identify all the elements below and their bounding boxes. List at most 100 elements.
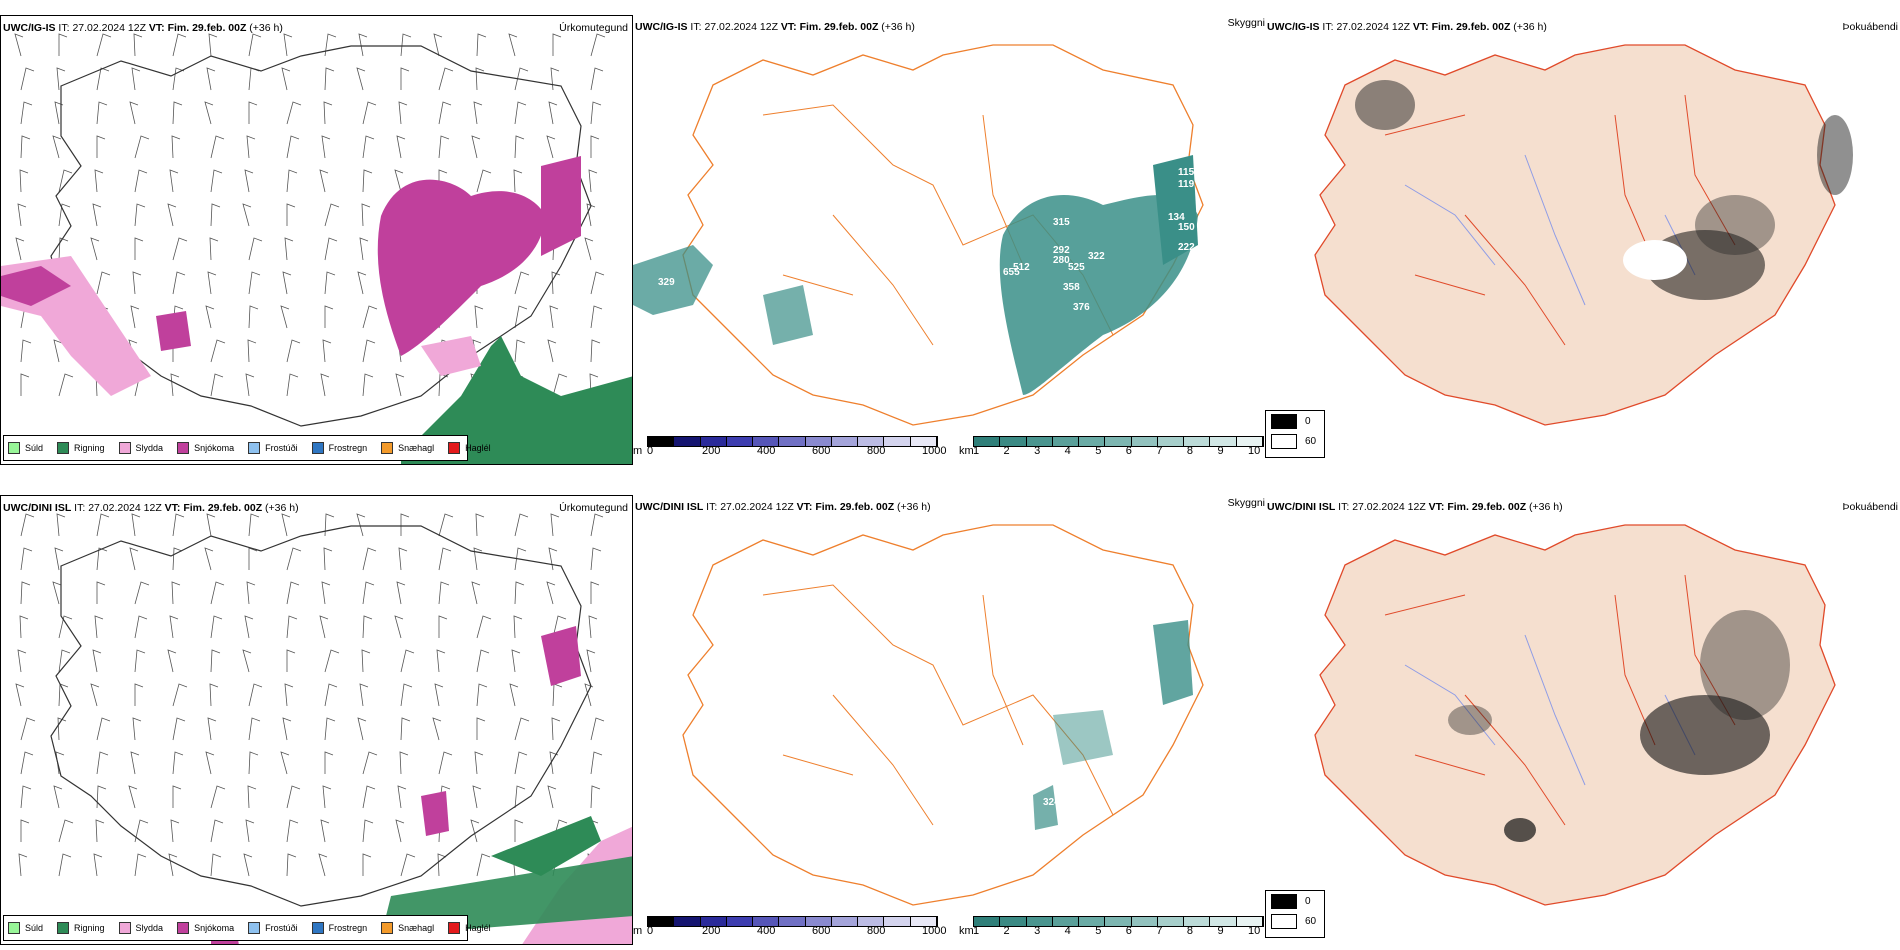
wind-barb	[20, 373, 30, 396]
panel-title: Úrkomutegund	[559, 502, 628, 514]
legend-swatch	[8, 922, 20, 934]
wind-barb	[590, 33, 606, 57]
visibility-value-label: 222	[1178, 242, 1195, 253]
wind-barb	[437, 853, 447, 877]
scale-tick-label: 800	[867, 925, 886, 937]
legend-item: Haglél	[448, 442, 491, 454]
wind-barb	[476, 169, 492, 193]
visibility-value-label: 292	[1053, 245, 1070, 256]
wind-barb	[246, 581, 256, 605]
scale-tick-label: 800	[867, 445, 886, 457]
scale-color-step	[831, 917, 859, 926]
wind-barb	[359, 683, 369, 707]
wind-barb	[400, 67, 410, 90]
wind-barb	[470, 819, 480, 843]
wind-barb	[94, 169, 104, 193]
scale-tick-label: 1	[973, 445, 980, 457]
fog-legend-item: 0	[1266, 411, 1324, 431]
wind-barb	[394, 615, 404, 639]
legend-swatch	[57, 922, 70, 934]
scale-color-step	[974, 917, 1001, 926]
scale-tick-label: 400	[757, 445, 776, 457]
scale-color-step	[884, 437, 911, 446]
wind-barb	[286, 853, 297, 877]
legend-item: Rigning	[57, 922, 105, 934]
wind-barb	[96, 717, 111, 741]
scale-colorbar	[973, 436, 1264, 447]
ceiling-scale: m 0 200 400 600 800 1000	[633, 436, 946, 460]
wind-barb	[362, 101, 377, 125]
wind-barb	[513, 615, 523, 639]
scale-tick-label: 200	[702, 445, 721, 457]
wind-barb	[96, 513, 110, 537]
wind-barb	[90, 237, 100, 261]
wind-barb	[206, 67, 216, 91]
wind-barb	[92, 649, 102, 673]
wind-barb	[320, 373, 330, 397]
wind-barb	[96, 67, 110, 91]
wind-barb	[57, 717, 67, 741]
wind-barb	[552, 615, 567, 639]
visibility-map-graphic: 124 324	[682, 524, 1204, 906]
panel-title: Skyggni	[1227, 497, 1265, 509]
wind-barb	[438, 101, 452, 125]
scale-color-step	[648, 917, 675, 926]
wind-barb	[58, 649, 71, 673]
wind-barb	[281, 513, 291, 537]
wind-barb	[286, 101, 302, 125]
scale-tick-label: 7	[1156, 925, 1163, 937]
wind-barb	[128, 785, 138, 809]
wind-barb	[471, 581, 481, 605]
scale-color-step	[700, 917, 727, 926]
visibility-scale: km 1 2 3 4 5 6 7 8 9 10	[959, 436, 1264, 460]
wind-barb	[58, 203, 71, 227]
legend-swatch	[118, 442, 131, 454]
wind-barb	[210, 819, 224, 843]
wind-barb	[362, 615, 373, 639]
wind-barb	[20, 513, 35, 537]
scale-unit: km	[959, 925, 974, 937]
wind-barb	[20, 581, 31, 605]
scale-tick-label: 9	[1217, 925, 1224, 937]
scale-color-step	[1026, 437, 1053, 446]
scale-tick-label: 4	[1064, 445, 1071, 457]
legend-swatch	[8, 442, 20, 454]
wind-barb	[280, 305, 290, 329]
wind-barb	[514, 785, 526, 809]
wind-barb	[438, 615, 448, 638]
scale-color-step	[674, 437, 701, 446]
wind-barb	[172, 101, 183, 125]
legend-swatch	[311, 922, 324, 934]
wind-barb	[207, 717, 217, 741]
wind-barb	[130, 305, 140, 329]
legend-item: Slydda	[118, 922, 163, 934]
wind-barb	[514, 305, 528, 329]
scale-color-step	[1131, 917, 1158, 926]
wind-barb	[90, 683, 100, 707]
wind-barb	[247, 339, 257, 363]
wind-barb	[324, 751, 334, 774]
wind-barb	[284, 237, 294, 261]
map-title: UWC/DINI ISL IT: 27.02.2024 12Z VT: Fim.…	[635, 501, 931, 513]
precip-map-graphic	[15, 513, 632, 944]
wind-barb	[590, 513, 604, 537]
wind-barb	[169, 169, 179, 193]
wind-barb	[590, 135, 600, 158]
wind-barb	[94, 615, 104, 639]
wind-barb	[362, 135, 375, 159]
wind-barb	[588, 615, 598, 639]
visibility-value-label: 315	[1053, 217, 1070, 228]
wind-barb	[438, 751, 453, 775]
wind-barb	[134, 203, 146, 227]
wind-barb	[52, 581, 62, 605]
wind-barb	[362, 547, 377, 571]
wind-barb	[320, 819, 330, 843]
wind-barb	[590, 751, 603, 775]
wind-barb	[248, 751, 259, 775]
wind-barb	[434, 683, 444, 707]
wind-barb	[172, 237, 188, 261]
wind-barb	[248, 305, 259, 329]
wind-barb	[358, 33, 368, 57]
legend-swatch	[1271, 893, 1297, 909]
wind-barb	[134, 237, 144, 260]
